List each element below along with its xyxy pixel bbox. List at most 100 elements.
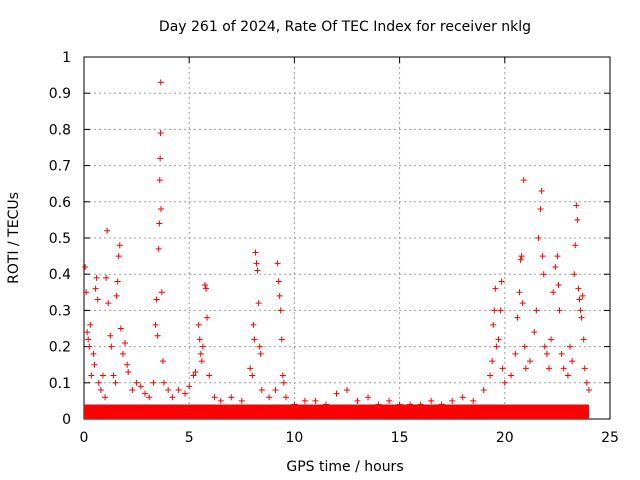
data-point: [83, 289, 90, 296]
data-point: [157, 155, 164, 162]
data-point: [567, 343, 574, 350]
x-tick-label: 20: [496, 430, 514, 446]
x-tick-label: 5: [185, 430, 194, 446]
data-point: [192, 368, 199, 375]
x-tick-label: 15: [391, 430, 409, 446]
data-point: [322, 401, 329, 408]
y-tick-label: 0: [62, 412, 71, 428]
data-point: [577, 307, 584, 314]
data-point: [555, 282, 562, 289]
data-point: [169, 394, 176, 401]
data-point: [124, 361, 131, 368]
data-point: [574, 216, 581, 223]
data-point: [119, 350, 126, 357]
chart-title: Day 261 of 2024, Rate Of TEC Index for r…: [159, 19, 531, 35]
y-tick-label: 0.4: [49, 267, 71, 283]
data-point: [249, 372, 256, 379]
data-point: [157, 79, 164, 86]
data-point: [272, 387, 279, 394]
data-point: [158, 289, 165, 296]
background-band: [84, 404, 589, 419]
data-point: [95, 379, 102, 386]
data-point: [154, 332, 161, 339]
data-point: [125, 368, 132, 375]
data-point: [122, 339, 129, 346]
data-point: [274, 260, 281, 267]
data-point: [572, 242, 579, 249]
data-point: [256, 343, 263, 350]
data-point: [115, 253, 122, 260]
data-point: [571, 271, 578, 278]
data-point: [552, 263, 559, 270]
data-point: [84, 329, 91, 336]
data-point: [527, 358, 534, 365]
data-point: [516, 289, 523, 296]
data-point: [428, 397, 435, 404]
data-point: [104, 227, 111, 234]
data-point: [238, 397, 245, 404]
y-tick-label: 0.2: [49, 340, 71, 356]
data-point: [252, 249, 259, 256]
data-point: [99, 372, 106, 379]
data-point: [301, 397, 308, 404]
data-point: [533, 307, 540, 314]
y-tick-label: 0.3: [49, 303, 71, 319]
y-tick-label: 0.7: [49, 159, 71, 175]
data-point: [495, 336, 502, 343]
data-point: [333, 390, 340, 397]
data-point: [129, 387, 136, 394]
data-point: [579, 292, 586, 299]
data-point: [499, 365, 506, 372]
data-point: [206, 372, 213, 379]
data-point: [253, 260, 260, 267]
data-point: [521, 343, 528, 350]
data-point: [137, 383, 144, 390]
data-point: [92, 285, 99, 292]
data-point: [344, 387, 350, 394]
data-point: [585, 387, 592, 394]
data-point: [560, 365, 567, 372]
data-point: [160, 379, 167, 386]
data-point: [114, 278, 121, 285]
data-point: [508, 372, 515, 379]
data-point: [489, 358, 496, 365]
data-point: [133, 379, 140, 386]
data-point: [228, 394, 235, 401]
data-point: [375, 401, 382, 408]
data-point: [386, 397, 393, 404]
data-point: [165, 387, 172, 394]
y-tick-label: 0.9: [49, 86, 71, 102]
data-point: [110, 372, 117, 379]
data-point: [196, 336, 203, 343]
data-point: [203, 285, 210, 292]
data-point: [520, 177, 527, 184]
data-point: [105, 300, 112, 307]
data-point: [417, 401, 424, 408]
data-point: [155, 245, 162, 252]
data-point: [492, 285, 499, 292]
data-point: [556, 307, 563, 314]
data-point: [198, 358, 205, 365]
data-point: [258, 387, 265, 394]
data-point: [150, 379, 157, 386]
data-point: [156, 177, 163, 184]
data-point: [540, 271, 547, 278]
data-point: [291, 401, 298, 408]
data-point: [142, 390, 149, 397]
data-point: [152, 321, 159, 328]
data-point: [97, 387, 104, 394]
data-point: [569, 358, 576, 365]
data-point: [266, 394, 273, 401]
data-point: [86, 343, 93, 350]
data-point: [201, 282, 208, 289]
data-point: [156, 220, 163, 227]
data-point: [407, 401, 414, 408]
data-point: [518, 253, 525, 260]
data-point: [250, 321, 257, 328]
data-point: [543, 350, 550, 357]
data-point: [541, 343, 548, 350]
data-point: [275, 278, 282, 285]
grid: [84, 57, 610, 419]
data-point: [365, 394, 372, 401]
